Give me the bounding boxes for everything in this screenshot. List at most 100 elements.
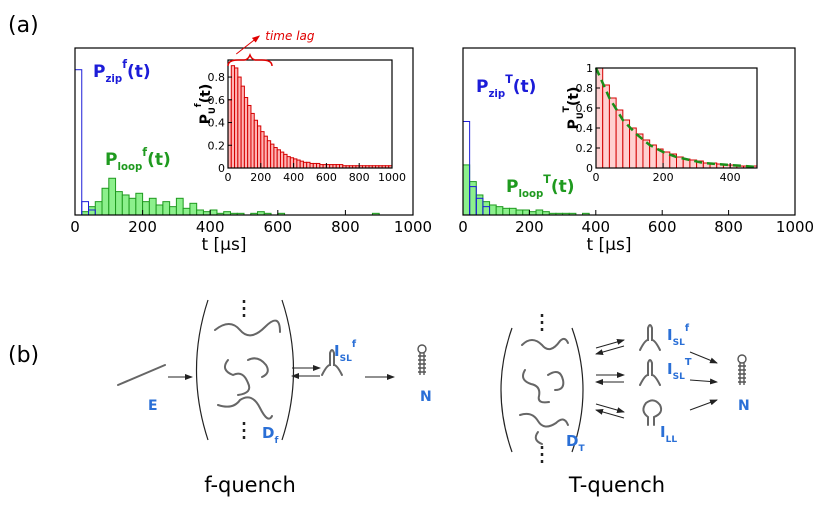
label-i-sub: SL bbox=[673, 372, 685, 382]
histogram-bar bbox=[142, 201, 150, 216]
x-tick-label: 400 bbox=[720, 171, 741, 184]
y-tick-label: 0 bbox=[218, 162, 225, 175]
label-i-sub: SL bbox=[340, 354, 352, 364]
histogram-bar bbox=[155, 204, 164, 216]
legend-entry-sub: loop bbox=[117, 162, 142, 173]
label-n: N bbox=[738, 398, 750, 414]
plot-frame bbox=[595, 67, 758, 169]
y-tick-label: 0.4 bbox=[576, 122, 594, 135]
y-axis-label-sub: U bbox=[207, 107, 217, 114]
histogram-bar bbox=[522, 209, 530, 216]
plot-frame bbox=[227, 59, 393, 169]
histogram-bar bbox=[88, 206, 96, 216]
panel-label: (b) bbox=[8, 343, 39, 368]
plot-frame bbox=[462, 47, 796, 216]
histogram-bar bbox=[489, 204, 497, 216]
label-i-main: I bbox=[667, 326, 673, 344]
histogram-bar bbox=[495, 206, 504, 216]
y-tick-label: 0.6 bbox=[576, 102, 594, 115]
label-i-sup: f bbox=[685, 323, 690, 334]
y-axis-label: PUf(t) bbox=[194, 84, 217, 125]
label-d-sub: T bbox=[578, 444, 585, 454]
y-tick-label: 0.8 bbox=[208, 71, 226, 84]
label-i-sub: LL bbox=[666, 435, 678, 445]
legend-entry: PloopT(t) bbox=[506, 173, 574, 200]
x-tick-label: 0 bbox=[70, 218, 80, 236]
histogram-bar bbox=[662, 151, 671, 169]
legend-entry-sup: T bbox=[505, 73, 513, 86]
x-tick-label: 0 bbox=[458, 218, 468, 236]
label-d: Df bbox=[262, 424, 278, 446]
histogram-bar bbox=[196, 209, 204, 216]
label-i: ISLf bbox=[667, 323, 690, 348]
histogram-bar bbox=[162, 201, 171, 216]
legend-entry-main: P bbox=[476, 77, 488, 97]
legend-entry-main: P bbox=[506, 177, 518, 197]
y-axis-label-main: P bbox=[198, 114, 214, 124]
x-tick-label: 0 bbox=[225, 171, 232, 184]
label-e: E bbox=[148, 398, 158, 414]
x-tick-label: 400 bbox=[581, 218, 610, 236]
label-i-main: I bbox=[660, 423, 666, 441]
annotation: time lag bbox=[265, 29, 315, 43]
histogram-bar bbox=[108, 177, 117, 216]
legend-entry: Ploopf(t) bbox=[105, 146, 171, 173]
x-tick-label: 600 bbox=[263, 218, 292, 236]
x-tick-label: 400 bbox=[283, 171, 304, 184]
y-axis-label-suffix: (t) bbox=[566, 87, 582, 107]
histogram-bar bbox=[535, 209, 544, 216]
histogram-bar bbox=[629, 127, 637, 169]
legend-entry-sup: f bbox=[122, 58, 127, 71]
x-tick-label: 600 bbox=[316, 171, 337, 184]
y-tick-label: 0.6 bbox=[208, 94, 226, 107]
x-tick-label: 0 bbox=[593, 171, 600, 184]
label-i-sup: f bbox=[352, 339, 357, 350]
fit-line bbox=[594, 67, 758, 169]
legend-entry-suffix: (t) bbox=[551, 177, 575, 197]
histogram-bar bbox=[515, 209, 524, 216]
label-i: ISLT bbox=[667, 357, 692, 382]
y-axis-label-sup: f bbox=[194, 102, 204, 107]
histogram-bar bbox=[649, 144, 657, 169]
x-tick-label: 200 bbox=[128, 218, 157, 236]
label-d: DT bbox=[566, 432, 585, 454]
label-i: ILL bbox=[660, 423, 677, 445]
histogram-bar bbox=[94, 201, 103, 216]
histogram-bar bbox=[508, 207, 517, 216]
x-tick-label: 200 bbox=[653, 171, 674, 184]
x-tick-label: 1000 bbox=[776, 218, 814, 236]
legend-entry-sub: loop bbox=[518, 189, 543, 200]
histogram-bar bbox=[209, 209, 218, 216]
y-axis-label: PUT(t) bbox=[562, 87, 585, 130]
y-tick-label: 0.4 bbox=[208, 117, 226, 130]
x-tick-label: 800 bbox=[349, 171, 370, 184]
caption: T-quench bbox=[568, 473, 665, 497]
x-tick-label: 600 bbox=[648, 218, 677, 236]
legend-entry-sub: zip bbox=[105, 74, 122, 85]
y-tick-label: 0.2 bbox=[576, 142, 594, 155]
histogram-bar bbox=[182, 207, 191, 216]
label-d-sub: f bbox=[274, 436, 278, 446]
label-i-sup: T bbox=[685, 357, 692, 368]
legend-entry-sub: zip bbox=[488, 89, 505, 100]
label-i-main: I bbox=[334, 342, 340, 360]
x-tick-label: 1000 bbox=[394, 218, 432, 236]
histogram-bar bbox=[148, 197, 157, 216]
label-i: ISLf bbox=[334, 339, 357, 364]
y-tick-label: 0 bbox=[586, 162, 593, 175]
label-d-main: D bbox=[566, 432, 578, 450]
legend-entry: Pzipf(t) bbox=[93, 58, 151, 85]
panel-label: (a) bbox=[8, 13, 39, 38]
histogram-bar bbox=[128, 197, 137, 216]
histogram-bar bbox=[502, 207, 510, 216]
histogram-bar bbox=[101, 187, 110, 216]
y-axis-label-sup: T bbox=[562, 105, 572, 112]
legend-entry-sup: f bbox=[142, 146, 147, 159]
label-n: N bbox=[420, 389, 432, 405]
legend-entry-suffix: (t) bbox=[127, 62, 151, 82]
x-tick-label: 200 bbox=[515, 218, 544, 236]
legend-entry-main: P bbox=[105, 150, 117, 170]
y-tick-label: 1 bbox=[586, 62, 593, 75]
y-axis-label-suffix: (t) bbox=[198, 84, 214, 104]
